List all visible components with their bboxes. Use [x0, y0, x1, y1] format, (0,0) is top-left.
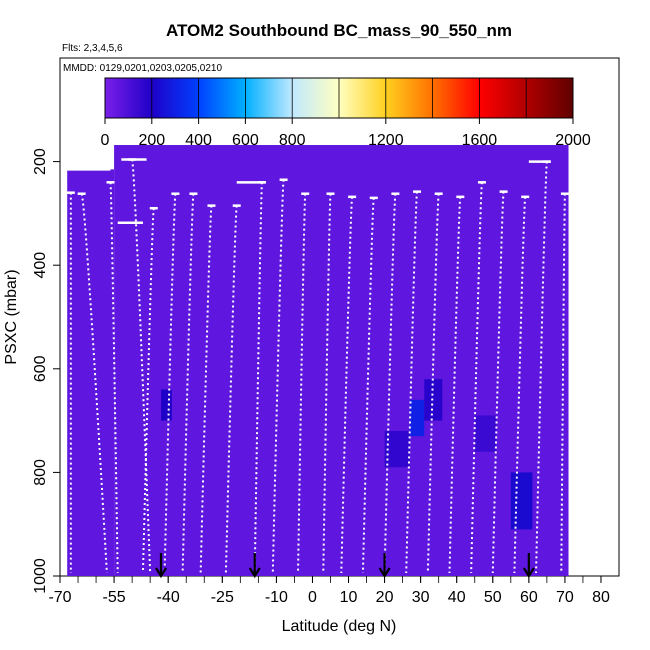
profile-track [141, 208, 155, 574]
colorbar-tick-label: 1200 [368, 132, 404, 149]
flight-profiles [63, 158, 569, 574]
dates-label: MMDD: 0129,0201,0203,0205,0210 [63, 63, 222, 74]
chart-title: ATOM2 Southbound BC_mass_90_550_nm [166, 21, 512, 40]
elevated-cell [474, 415, 497, 452]
x-tick-label: 10 [340, 589, 358, 606]
elevated-cell [160, 389, 172, 421]
elevated-cell [424, 379, 443, 421]
y-tick-label: 600 [32, 355, 49, 382]
x-tick-label: 40 [448, 589, 466, 606]
profile-track [224, 205, 238, 574]
x-tick-label: -10 [265, 589, 288, 606]
x-tick-label: 0 [308, 589, 317, 606]
x-tick-label: 60 [520, 589, 538, 606]
data-field [67, 145, 569, 577]
colorbar-tick-label: 200 [138, 132, 165, 149]
x-tick-label: 70 [556, 589, 574, 606]
field-block [114, 145, 569, 577]
colorbar: 0 200 400 600 800 1200 1600 2000 [101, 77, 591, 149]
x-axis-label: Latitude (deg N) [282, 618, 397, 635]
x-axis: -70 -55 -40 -25 -10 0 10 20 30 40 50 60 70 80 [48, 576, 610, 606]
field-block [67, 169, 115, 576]
y-tick-label: 1000 [32, 558, 49, 594]
colorbar-tick-label: 0 [101, 132, 110, 149]
colorbar-tick-label: 800 [279, 132, 306, 149]
arrow-head [248, 567, 261, 579]
x-tick-label: -40 [157, 589, 180, 606]
elevated-cell [409, 399, 425, 437]
arrow-head [155, 567, 167, 579]
profile-track [253, 182, 263, 574]
profile-track [470, 182, 483, 574]
y-axis-label: PSXC (mbar) [3, 269, 20, 364]
elevated-cell [384, 430, 410, 468]
colorbar-tick-label: 400 [185, 132, 212, 149]
colorbar-tick-label: 2000 [555, 132, 591, 149]
y-tick-label: 800 [32, 459, 49, 486]
y-tick-label: 200 [32, 148, 49, 175]
profile-track [199, 205, 213, 574]
colorbar-tick-label: 600 [232, 132, 259, 149]
elevated-cell [510, 472, 533, 530]
x-tick-label: 80 [592, 589, 610, 606]
y-axis: 200 400 600 800 1000 [32, 148, 60, 594]
profile-track [109, 182, 119, 574]
flights-label: Flts: 2,3,4,5,6 [62, 43, 123, 54]
x-tick-label: 30 [412, 589, 430, 606]
x-tick-label: 50 [484, 589, 502, 606]
x-tick-label: 20 [376, 589, 394, 606]
colorbar-tick-label: 1600 [462, 132, 498, 149]
y-tick-label: 400 [32, 252, 49, 279]
x-tick-label: -70 [48, 589, 71, 606]
x-tick-label: -55 [103, 589, 126, 606]
x-tick-label: -25 [211, 589, 234, 606]
profile-track [535, 161, 548, 574]
